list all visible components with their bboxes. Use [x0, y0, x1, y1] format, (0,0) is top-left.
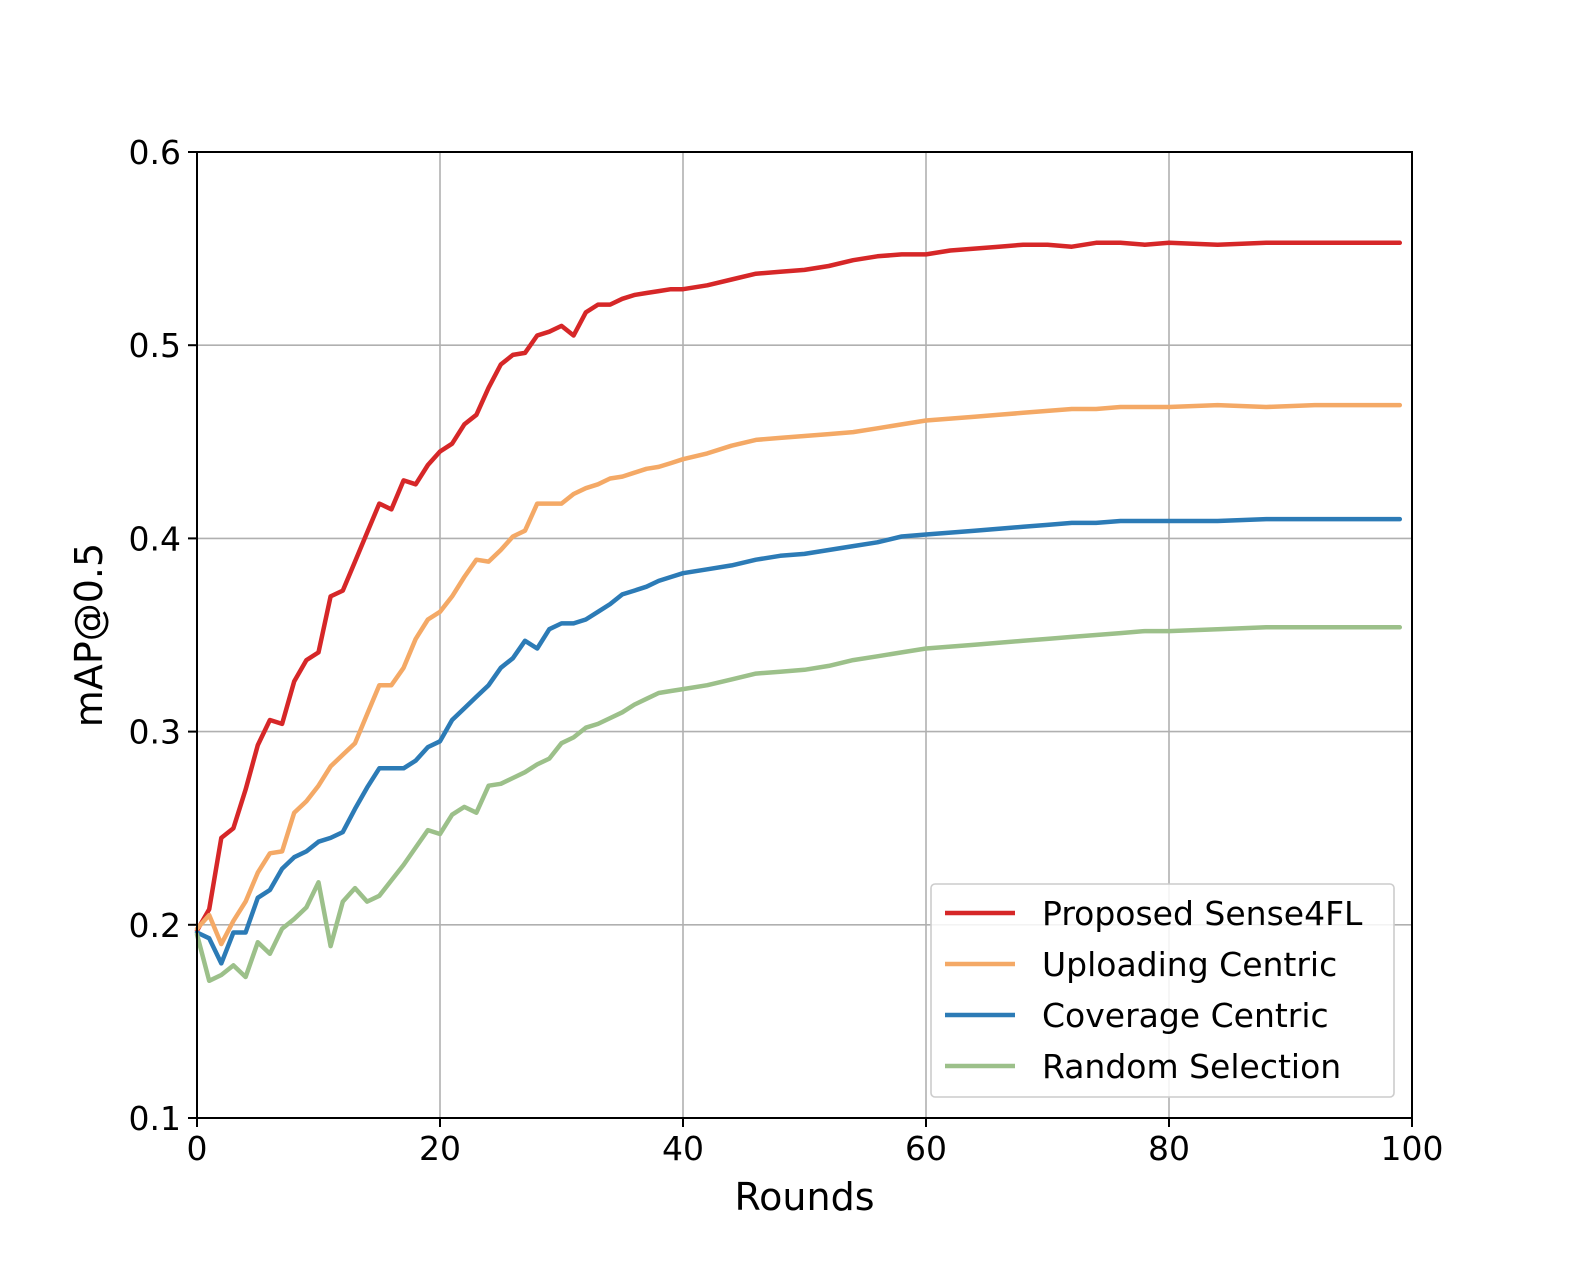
y-tick-label: 0.1	[129, 1099, 181, 1138]
x-tick-label: 80	[1148, 1129, 1190, 1168]
legend-label-3: Random Selection	[1042, 1047, 1341, 1086]
y-tick-label: 0.3	[129, 713, 181, 752]
x-axis-ticks: 0 20 40 60 80 100	[187, 1118, 1444, 1168]
series-line-0	[194, 240, 1403, 933]
x-tick-label: 60	[905, 1129, 947, 1168]
legend-box	[930, 883, 1395, 1098]
x-tick-label: 20	[419, 1129, 461, 1168]
x-tick-label: 100	[1381, 1129, 1444, 1168]
y-tick-label: 0.5	[129, 326, 181, 365]
legend: Proposed Sense4FL Uploading Centric Covera…	[930, 883, 1395, 1098]
series-line-3	[194, 625, 1403, 984]
legend-label-0: Proposed Sense4FL	[1042, 894, 1363, 933]
legend-label-1: Uploading Centric	[1042, 945, 1337, 984]
legend-label-2: Coverage Centric	[1042, 996, 1329, 1035]
series-line-2	[194, 516, 1403, 966]
y-axis-title: mAP@0.5	[67, 543, 111, 727]
x-tick-label: 0	[187, 1129, 208, 1168]
x-tick-label: 40	[662, 1129, 704, 1168]
y-axis-ticks: 0.1 0.2 0.3 0.4 0.5 0.6	[129, 133, 197, 1138]
series-line-1	[194, 402, 1403, 947]
y-tick-label: 0.4	[129, 519, 181, 558]
plot-frame	[196, 151, 1413, 1119]
x-axis-title: Rounds	[734, 1175, 874, 1219]
y-tick-label: 0.2	[129, 906, 181, 945]
y-tick-label: 0.6	[129, 133, 181, 172]
grid-lines	[196, 151, 1413, 1119]
plot-series	[194, 240, 1403, 984]
